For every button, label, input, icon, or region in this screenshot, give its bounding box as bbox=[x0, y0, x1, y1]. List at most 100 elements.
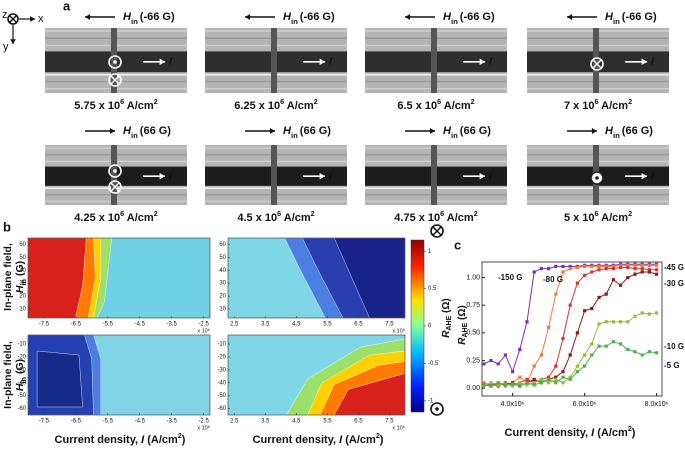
x-tick-label: 7.5 bbox=[385, 419, 394, 425]
current-density-caption-part: 6 bbox=[595, 210, 599, 218]
data-point bbox=[547, 267, 551, 271]
current-density-caption-part: 6 bbox=[595, 98, 599, 106]
field-label-part: H bbox=[123, 11, 132, 23]
current-density-caption-part: 6 bbox=[437, 98, 441, 106]
x-tick-label: -5.5 bbox=[103, 419, 114, 425]
data-point bbox=[568, 353, 572, 357]
current-density-caption: 6.5 x 106 A/cm2 bbox=[397, 98, 474, 112]
data-point bbox=[503, 353, 507, 357]
axis-name: y bbox=[3, 41, 9, 53]
y-axis-label-part: R bbox=[457, 337, 468, 345]
x-tick-label: 5.5 bbox=[323, 322, 332, 328]
into-plane-symbol bbox=[108, 73, 122, 87]
data-point bbox=[518, 384, 522, 388]
field-label: Hin (66 G) bbox=[443, 125, 491, 140]
y-axis-label-part: (G) bbox=[14, 261, 26, 279]
data-point bbox=[568, 267, 572, 271]
x-tick-label: -4.5 bbox=[135, 322, 146, 328]
x-axis-label-part: Current density, bbox=[253, 434, 340, 446]
field-label-part: in bbox=[291, 17, 298, 26]
current-density-caption-part: 2 bbox=[154, 98, 158, 106]
data-point bbox=[525, 381, 529, 385]
field-label-part: in bbox=[613, 17, 620, 26]
x-tick-label: 4.0x10⁶ bbox=[501, 401, 525, 408]
arrow-head bbox=[567, 13, 573, 21]
sem-crossbar bbox=[111, 145, 117, 205]
data-point bbox=[604, 344, 608, 348]
x-tick-label: 2.5 bbox=[230, 419, 239, 425]
x-axis-label: Current density, I (A/cm2) bbox=[55, 432, 186, 446]
data-point bbox=[619, 263, 623, 267]
y-tick-label: 40 bbox=[19, 268, 26, 274]
y-axis-label-part: (Ω) bbox=[457, 305, 468, 322]
data-point bbox=[511, 382, 515, 386]
data-point bbox=[640, 267, 644, 271]
x-tick-label: -6.5 bbox=[71, 322, 82, 328]
current-density-caption: 5.75 x 106 A/cm2 bbox=[74, 98, 157, 112]
axis-name: z bbox=[2, 9, 8, 21]
data-point bbox=[575, 370, 579, 374]
x-tick-label: 7.5 bbox=[385, 322, 394, 328]
x-tick-label: 6.0x10⁶ bbox=[573, 401, 597, 408]
arrow-head bbox=[319, 172, 325, 180]
data-point bbox=[590, 270, 594, 274]
data-point bbox=[554, 375, 558, 379]
data-point bbox=[561, 270, 565, 274]
data-point bbox=[633, 263, 637, 267]
field-label-part: in bbox=[613, 131, 620, 140]
arrow-head bbox=[269, 127, 275, 135]
data-point bbox=[561, 381, 565, 385]
data-point bbox=[655, 351, 659, 355]
series-line bbox=[483, 312, 657, 387]
data-point bbox=[568, 303, 572, 307]
field-label-part: (-66 G) bbox=[140, 11, 175, 23]
field-label-part: H bbox=[605, 125, 614, 137]
colorbar-tick-label: 0 bbox=[428, 324, 432, 330]
current-symbol: I bbox=[169, 56, 173, 68]
current-density-caption-part: A/cm bbox=[281, 212, 311, 224]
current-density-caption: 5 x 106 A/cm2 bbox=[564, 210, 632, 224]
field-label-part: in bbox=[131, 17, 138, 26]
current-density-caption-part: 2 bbox=[154, 210, 158, 218]
field-label: Hin (-66 G) bbox=[443, 11, 495, 26]
out-of-plane-symbol bbox=[108, 55, 122, 69]
current-density-caption-part: 2 bbox=[471, 98, 475, 106]
y-tick-label: 60 bbox=[19, 242, 26, 248]
current-density-caption: 4.25 x 106 A/cm2 bbox=[74, 210, 157, 224]
y-axis-label: RAHE (Ω) bbox=[457, 305, 470, 344]
data-point bbox=[532, 270, 536, 274]
x-tick-label: -7.5 bbox=[39, 322, 50, 328]
data-point bbox=[496, 381, 500, 385]
x-axis-label-part: 2 bbox=[178, 432, 182, 440]
data-point bbox=[547, 325, 551, 329]
data-point bbox=[561, 375, 565, 379]
field-label-part: H bbox=[605, 11, 614, 23]
sem-crossbar bbox=[431, 145, 437, 205]
panel-label: a bbox=[63, 0, 71, 13]
data-point bbox=[655, 311, 659, 315]
current-density-caption: 6.25 x 106 A/cm2 bbox=[234, 98, 317, 112]
data-point bbox=[539, 377, 543, 381]
x-axis-label-part: I bbox=[591, 427, 595, 439]
data-point bbox=[611, 278, 615, 282]
data-point bbox=[568, 375, 572, 379]
arrow-head bbox=[30, 16, 35, 22]
data-point bbox=[575, 265, 579, 270]
data-point bbox=[518, 375, 522, 379]
data-point bbox=[583, 264, 587, 269]
field-label: Hin (66 G) bbox=[283, 125, 331, 140]
data-point bbox=[511, 370, 515, 374]
arrow-head bbox=[85, 13, 91, 21]
data-point bbox=[554, 264, 558, 269]
field-label-part: in bbox=[451, 17, 458, 26]
data-point bbox=[525, 320, 529, 324]
y-tick-label: 0.50 bbox=[466, 330, 480, 337]
colorbar bbox=[410, 239, 425, 413]
into-plane-cross bbox=[432, 226, 442, 236]
data-point bbox=[640, 311, 644, 315]
data-point bbox=[539, 353, 543, 357]
data-point bbox=[611, 340, 615, 344]
y-tick-label: -10 bbox=[217, 342, 226, 348]
data-point bbox=[619, 342, 623, 346]
data-point bbox=[619, 283, 623, 287]
